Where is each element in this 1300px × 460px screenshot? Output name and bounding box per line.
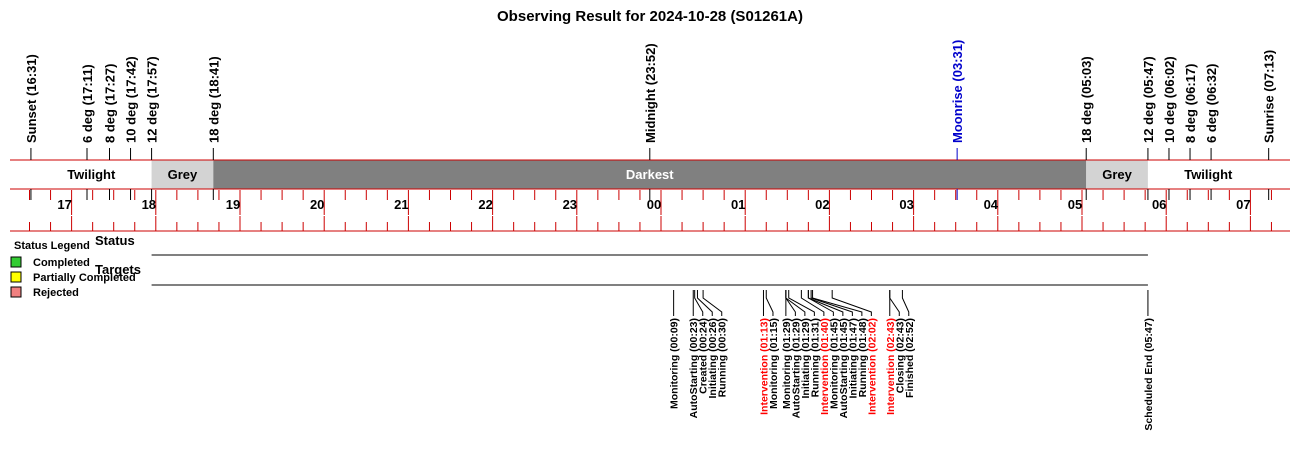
event-label-20: Scheduled End (05:47) [1143, 318, 1155, 431]
hour-label-05: 05 [1068, 197, 1082, 212]
hour-label-22: 22 [478, 197, 492, 212]
event-label-3: Initiating (00:26) [707, 318, 719, 399]
marker-label-11: 8 deg (06:17) [1183, 64, 1198, 143]
legend-swatch-2 [10, 286, 22, 298]
event-markers: Monitoring (00:09) AutoStarting (00:23)Cr… [669, 290, 1155, 431]
event-connector-18 [889, 290, 900, 316]
legend-title: Status Legend [14, 240, 90, 252]
event-label-5: Intervention (01:13) [758, 318, 770, 415]
event-connector-11 [800, 290, 825, 316]
event-label-19: Finished (02:52) [904, 318, 916, 398]
marker-label-3: 10 deg (17:42) [124, 56, 139, 143]
event-label-11: Intervention (01:40) [819, 318, 831, 415]
event-connector-19 [901, 290, 910, 316]
hour-label-18: 18 [142, 197, 156, 212]
band-grey-3 [1086, 160, 1148, 189]
event-label-18: Closing (02:43) [894, 318, 906, 393]
hour-label-07: 07 [1236, 197, 1250, 212]
event-connector-9 [785, 290, 806, 316]
event-label-12: Monitoring (01:45) [828, 318, 840, 409]
hour-label-03: 03 [899, 197, 913, 212]
event-label-0: Monitoring (00:09) [669, 318, 681, 409]
event-connector-15 [812, 290, 863, 316]
status-legend: Status Legend Completed Partially Complete… [10, 240, 136, 299]
band-label-1: Grey [168, 167, 198, 182]
event-connector-8 [785, 290, 796, 316]
marker-label-2: 8 deg (17:27) [102, 64, 117, 143]
marker-label-7: Moonrise (03:31) [950, 40, 965, 143]
marker-label-6: Midnight (23:52) [643, 43, 658, 143]
event-connector-13 [807, 290, 844, 316]
band-darkest-2 [213, 160, 1087, 189]
hour-label-17: 17 [57, 197, 71, 212]
legend-label-2: Rejected [33, 287, 79, 299]
band-label-3: Grey [1102, 167, 1132, 182]
event-connector-14 [810, 290, 853, 316]
marker-label-13: Sunrise (07:13) [1262, 50, 1277, 143]
marker-label-10: 10 deg (06:02) [1162, 56, 1177, 143]
event-label-6: Monitoring (01:15) [768, 318, 780, 409]
night-bands: Twilight Grey Darkest Grey Twilight [10, 159, 1290, 190]
event-label-13: AutoStarting (01:45) [838, 318, 850, 418]
event-label-16: Intervention (02:02) [866, 318, 878, 415]
hour-label-00: 00 [647, 197, 661, 212]
hour-label-02: 02 [815, 197, 829, 212]
hour-label-21: 21 [394, 197, 408, 212]
marker-label-4: 12 deg (17:57) [145, 56, 160, 143]
event-label-15: Running (01:48) [857, 318, 869, 397]
marker-label-1: 6 deg (17:11) [80, 64, 95, 143]
time-axis: 17 18 19 20 21 22 23 00 01 02 03 04 05 06 07 [10, 190, 1290, 232]
event-label-1: AutoStarting (00:23) [688, 318, 700, 418]
hour-label-23: 23 [563, 197, 577, 212]
row-label-targets: Targets [95, 262, 141, 277]
hour-label-19: 19 [226, 197, 240, 212]
twilight-markers: Sunset (16:31) 6 deg (17:11) 8 deg (17:27)… [24, 40, 1277, 200]
legend-label-1: Partially Completed [33, 272, 136, 284]
band-grey-1 [151, 160, 214, 189]
marker-label-5: 18 deg (18:41) [206, 56, 221, 143]
event-label-17: Intervention (02:43) [885, 318, 897, 415]
event-label-8: AutoStarting (01:29) [790, 318, 802, 418]
marker-label-9: 12 deg (05:47) [1141, 56, 1156, 143]
event-connector-6 [765, 290, 774, 316]
status-rows: Status Targets [95, 233, 1148, 286]
hour-label-04: 04 [984, 197, 999, 212]
event-label-7: Monitoring (01:29) [781, 318, 793, 409]
band-label-0: Twilight [67, 167, 116, 182]
event-label-2: Created (00:24) [698, 318, 710, 394]
event-label-9: Initiating (01:29) [800, 318, 812, 399]
event-connector-4 [702, 290, 723, 316]
event-label-10: Running (01:31) [809, 318, 821, 397]
marker-label-12: 6 deg (06:32) [1204, 64, 1219, 143]
chart-title: Observing Result for 2024-10-28 (S01261A… [497, 8, 803, 25]
band-twilight-4 [1147, 160, 1269, 189]
marker-label-0: Sunset (16:31) [24, 54, 39, 143]
legend-swatch-0 [10, 256, 22, 268]
row-label-status: Status [95, 233, 135, 248]
event-connector-16 [831, 290, 872, 316]
event-connector-2 [694, 290, 704, 316]
event-connector-10 [788, 290, 815, 316]
event-label-14: Initiating (01:47) [847, 318, 859, 399]
legend-swatch-1 [10, 271, 22, 283]
hour-label-06: 06 [1152, 197, 1166, 212]
band-label-2: Darkest [626, 167, 674, 182]
legend-label-0: Completed [33, 257, 90, 269]
marker-label-8: 18 deg (05:03) [1079, 56, 1094, 143]
band-twilight-0 [30, 160, 152, 189]
event-label-4: Running (00:30) [717, 318, 729, 397]
hour-label-20: 20 [310, 197, 324, 212]
band-label-4: Twilight [1184, 167, 1233, 182]
hour-label-01: 01 [731, 197, 745, 212]
event-connector-3 [696, 290, 713, 316]
